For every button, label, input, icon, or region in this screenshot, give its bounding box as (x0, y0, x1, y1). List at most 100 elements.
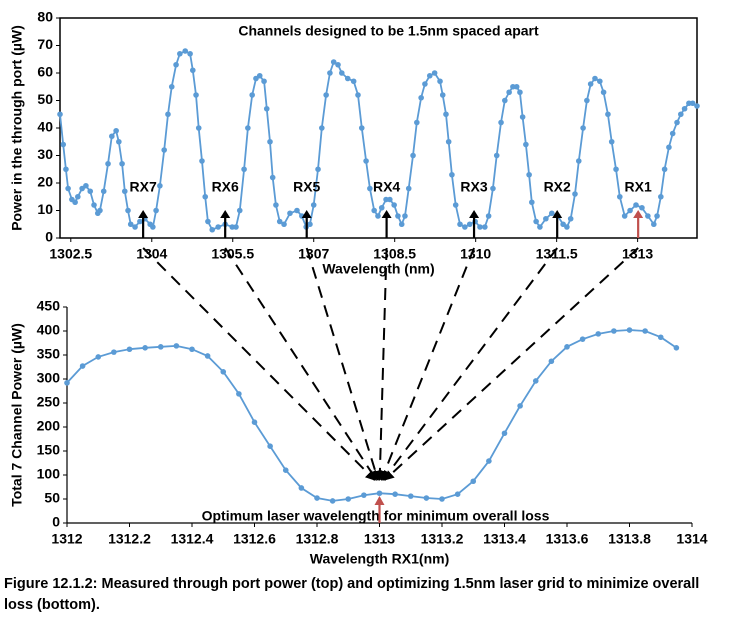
channel-label: RX7 (130, 179, 157, 195)
connector (383, 247, 639, 481)
data-point (236, 207, 243, 214)
x-tick-label: 1313.6 (546, 531, 589, 547)
y-tick-label: 350 (37, 346, 61, 362)
data-point (605, 111, 611, 118)
data-point (63, 166, 69, 173)
y-tick-label: 50 (44, 490, 60, 506)
data-point (75, 193, 81, 200)
data-point (486, 458, 492, 464)
y-tick-label: 80 (37, 9, 53, 25)
data-point (617, 193, 623, 200)
channel-label: RX6 (212, 179, 239, 195)
data-point (355, 92, 361, 98)
data-point (506, 89, 512, 96)
x-tick-label: 1313.8 (608, 531, 651, 547)
data-point (462, 224, 468, 230)
data-point (689, 100, 696, 107)
x-tick-label: 1312.6 (233, 531, 276, 547)
connector (380, 247, 475, 481)
connector (374, 247, 388, 481)
data-point (454, 491, 461, 498)
data-point (592, 75, 598, 82)
data-point (72, 199, 78, 206)
data-point (439, 496, 445, 502)
y-tick-label: 0 (52, 514, 60, 530)
data-point (263, 105, 270, 112)
data-point (168, 83, 175, 90)
data-point (375, 213, 381, 219)
x-tick-label: 1305.5 (211, 246, 254, 262)
data-point (157, 182, 163, 189)
data-point (142, 345, 148, 351)
data-point (233, 224, 239, 230)
data-point (273, 202, 279, 208)
data-point (307, 221, 313, 228)
data-point (490, 185, 496, 192)
data-point (189, 67, 196, 74)
data-point (236, 391, 242, 397)
data-point (287, 210, 293, 217)
data-point (485, 213, 492, 219)
y-tick-label: 300 (37, 370, 61, 386)
data-point (323, 92, 329, 98)
data-point (398, 221, 405, 228)
data-point (666, 144, 672, 151)
data-point (418, 94, 424, 101)
data-point (113, 127, 119, 134)
data-point (498, 119, 504, 126)
y-tick-label: 0 (45, 229, 53, 245)
data-point (572, 191, 578, 197)
x-tick-label: 1308.5 (373, 246, 416, 262)
x-tick-label: 1311.5 (536, 246, 578, 262)
data-point (153, 207, 159, 214)
data-point (298, 485, 305, 491)
data-point (204, 353, 211, 359)
data-point (639, 204, 645, 211)
data-point (669, 130, 676, 137)
data-point (209, 226, 216, 233)
y-tick-label: 40 (37, 119, 53, 135)
data-point (105, 160, 111, 167)
data-point (608, 138, 615, 145)
data-point (83, 182, 89, 189)
data-point (532, 378, 539, 384)
data-point (165, 111, 171, 118)
channel-label: RX5 (293, 179, 320, 195)
data-point (256, 72, 263, 79)
y-tick-label: 200 (37, 418, 61, 434)
data-point (199, 158, 205, 164)
y-tick-label: 60 (37, 64, 53, 80)
y-tick-label: 30 (37, 146, 53, 162)
data-point (95, 354, 102, 360)
data-point (310, 202, 317, 208)
connector (142, 247, 376, 481)
data-point (267, 443, 273, 450)
data-line (59, 49, 698, 231)
data-point (567, 215, 574, 222)
y-tick-label: 450 (37, 298, 61, 314)
data-point (564, 344, 570, 350)
data-point (344, 75, 351, 82)
data-point (678, 111, 684, 118)
data-point (189, 346, 195, 353)
chart-title: Channels designed to be 1.5nm spaced apa… (238, 23, 539, 39)
data-point (281, 221, 287, 228)
data-point (294, 207, 300, 214)
data-point (202, 193, 209, 200)
data-point (674, 119, 680, 126)
data-point (361, 492, 367, 498)
data-point (457, 221, 463, 228)
data-point (330, 59, 337, 65)
data-point (116, 138, 122, 145)
data-point (282, 467, 289, 474)
data-point (173, 343, 180, 349)
y-axis-label: Total 7 Channel Power (µW) (9, 323, 25, 507)
y-tick-label: 250 (37, 394, 61, 410)
data-point (79, 363, 86, 369)
x-tick-label: 1304 (136, 246, 167, 262)
y-tick-label: 20 (37, 174, 53, 190)
data-point (523, 141, 529, 148)
data-point (335, 61, 341, 68)
y-tick-label: 100 (37, 466, 61, 482)
data-point (422, 81, 428, 87)
